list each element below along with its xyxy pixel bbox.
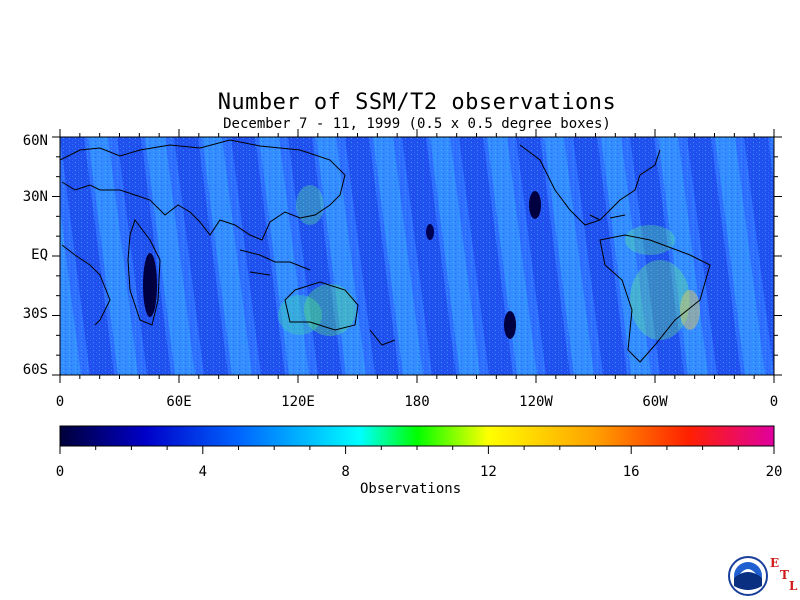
colorbar-tick-label: 12	[479, 464, 497, 480]
page-subtitle: December 7 - 11, 1999 (0.5 x 0.5 degree …	[223, 116, 611, 132]
y-tick-label: EQ	[31, 247, 48, 263]
logo-letter-t: T	[780, 568, 789, 582]
logo-letter-e: E	[770, 556, 780, 570]
y-tick-label: 60S	[22, 362, 48, 378]
colorbar-ticks	[59, 446, 775, 454]
noaa-logo-icon	[728, 556, 768, 596]
data-field	[60, 137, 774, 375]
colorbar-title: Observations	[360, 481, 462, 497]
coastlines	[60, 139, 711, 363]
x-tick-label: 120E	[281, 394, 315, 410]
x-tick-label: 60E	[166, 394, 192, 410]
colorbar-tick-label: 0	[55, 464, 65, 480]
colorbar-tick-label: 16	[622, 464, 640, 480]
x-tick-label: 0	[769, 394, 779, 410]
y-tick-label: 30N	[22, 189, 48, 205]
y-tick-label: 30S	[22, 306, 48, 322]
x-tick-label: 0	[55, 394, 65, 410]
colorbar	[59, 425, 775, 447]
colorbar-tick-label: 20	[765, 464, 783, 480]
page-title: Number of SSM/T2 observations	[217, 90, 617, 115]
colorbar-tick-label: 8	[341, 464, 350, 480]
colorbar-tick-label: 4	[198, 464, 208, 480]
x-tick-label: 180	[404, 394, 430, 410]
x-tick-label: 60W	[642, 394, 668, 410]
axis-ticks	[52, 129, 782, 383]
x-tick-label: 120W	[519, 394, 553, 410]
logo-letter-l: L	[789, 579, 798, 593]
y-tick-label: 60N	[22, 133, 48, 149]
